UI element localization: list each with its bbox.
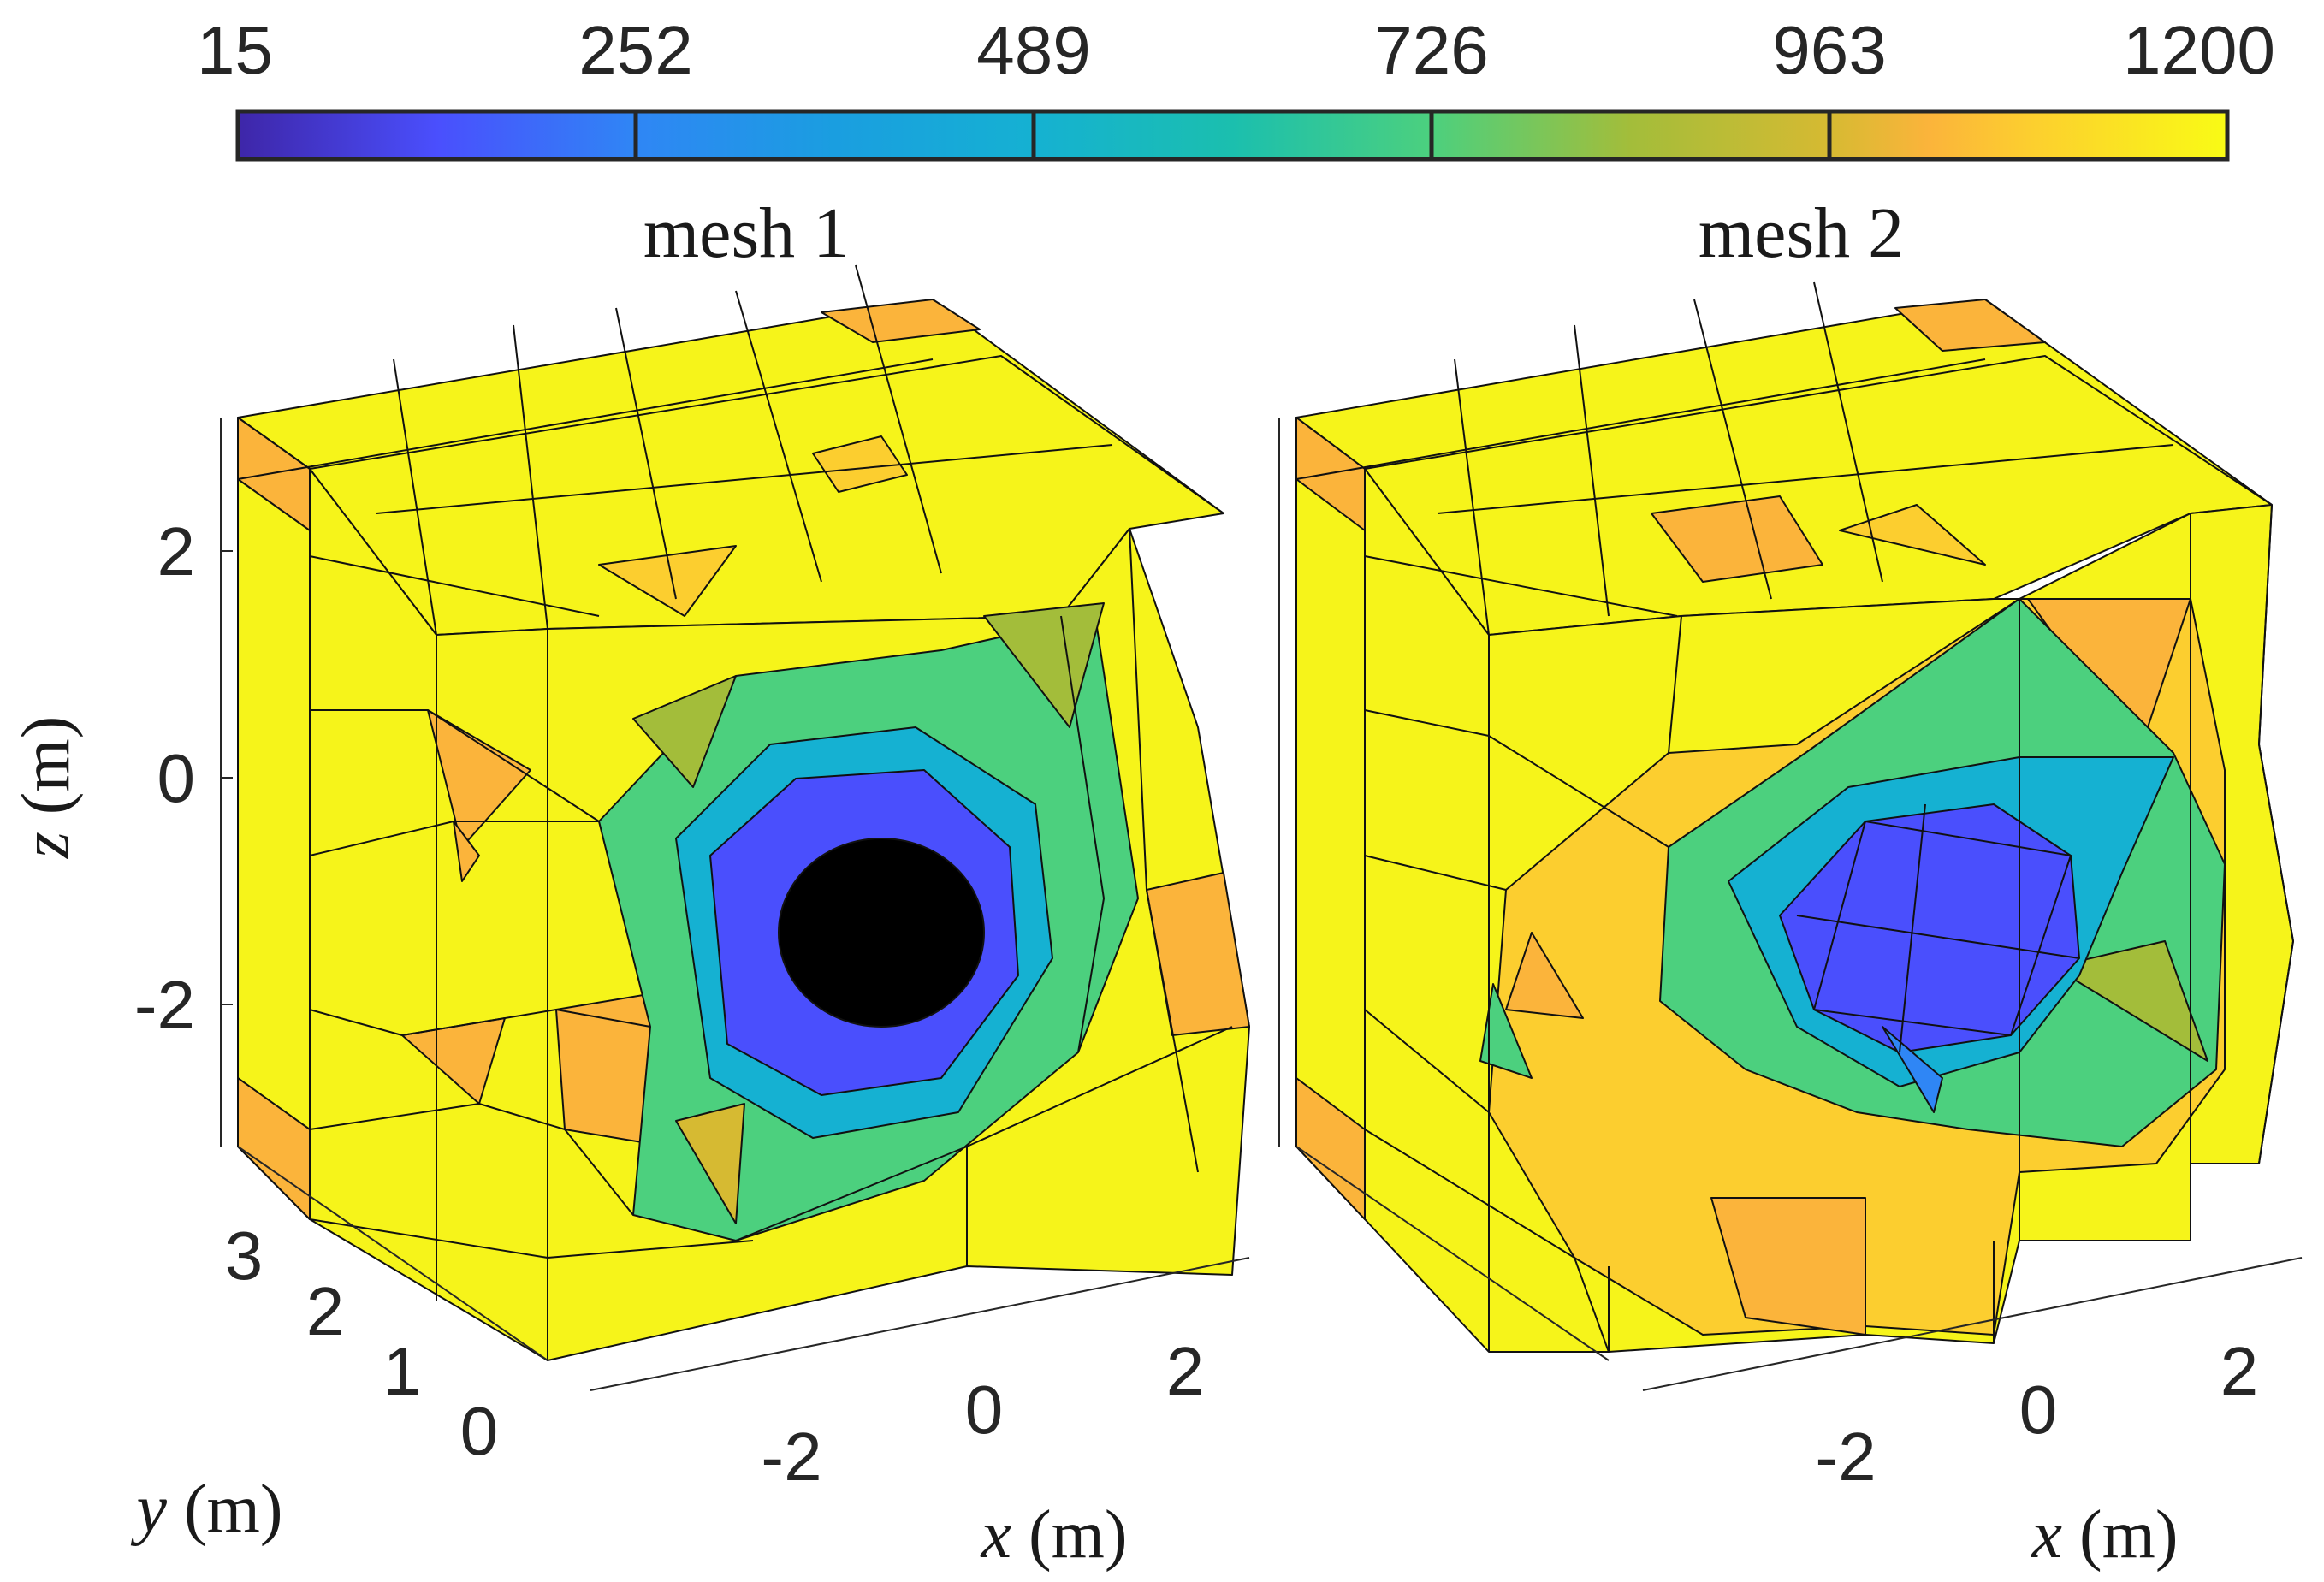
mesh-2-axes [1278, 418, 2303, 1391]
mesh-1-x-axis-line [590, 1257, 1250, 1391]
colorbar-tick-label: 489 [976, 12, 1090, 88]
mesh-1-zlabel: z(m) [9, 716, 84, 860]
mesh-1-top-patch [821, 299, 981, 343]
mesh-2-grid-lines [1295, 281, 2294, 1353]
mesh-1-surface [237, 264, 1250, 1361]
mesh-1-axes [220, 418, 1250, 1391]
y-tick-label: 1 [383, 1333, 422, 1409]
mesh-2-ring-patch [1505, 932, 1584, 1019]
mesh-1-front-patch [453, 821, 480, 882]
mesh-2-ring-blue-tab [1882, 1026, 1943, 1113]
mesh-1-top-patch [812, 435, 908, 493]
mesh-2-tick-labels: -2 0 2 [1815, 1333, 2258, 1495]
colorbar-gradient [235, 109, 2230, 162]
x-tick-label: 2 [1166, 1333, 1205, 1409]
z-tick-label: -2 [134, 967, 195, 1043]
mesh-1-xlabel: x (m) [980, 1497, 1127, 1573]
x-tick-label: -2 [761, 1419, 821, 1495]
mesh-2-top-patch [1651, 495, 1823, 583]
x-tick-label: -2 [1815, 1419, 1876, 1495]
y-tick-label: 2 [306, 1273, 345, 1349]
mesh-1-front-patch [427, 709, 531, 848]
colorbar-tick-label: 1200 [2123, 12, 2275, 88]
colorbar-ticks: 15 252 489 726 963 1200 [197, 12, 2275, 159]
x-tick-label: 2 [2220, 1333, 2259, 1409]
x-tick-label: 0 [2019, 1372, 2058, 1448]
mesh-2-top-patch [1839, 504, 1986, 566]
mesh-1-cavity [778, 838, 985, 1028]
colorbar-tick-label: 726 [1374, 12, 1488, 88]
y-tick-label: 3 [225, 1218, 264, 1294]
mesh-2-y-axis-line [1295, 1146, 1610, 1361]
y-tick-label: 0 [460, 1393, 499, 1469]
mesh-2-ring-patch [1479, 983, 1533, 1079]
mesh-2-top-patch [1894, 299, 2046, 352]
mesh-2-xlabel: x (m) [2031, 1497, 2178, 1573]
mesh-2-x-axis-line [1642, 1257, 2303, 1391]
z-tick-label: 2 [157, 513, 196, 590]
x-tick-label: 0 [965, 1372, 1004, 1448]
colorbar-tick-label: 15 [197, 12, 273, 88]
panel-mesh-1: mesh 1 [9, 193, 1250, 1573]
panel-title-mesh-2: mesh 2 [1699, 193, 1904, 273]
mesh-1-grid-lines [237, 264, 1233, 1360]
mesh-2-ring-patch [2053, 940, 2208, 1062]
mesh-1-ring-patch [675, 1103, 745, 1224]
z-tick-label: 0 [157, 740, 196, 816]
mesh-1-y-axis-line [237, 1146, 548, 1361]
panel-mesh-2: mesh 2 [1278, 193, 2303, 1573]
mesh-1-ylabel: y (m) [130, 1472, 282, 1547]
panel-title-mesh-1: mesh 1 [643, 193, 849, 273]
colorbar: 15 252 489 726 963 1200 [197, 12, 2275, 162]
colorbar-tick-label: 252 [578, 12, 692, 88]
mesh-1-ring-patch [632, 675, 737, 788]
colorbar-tick-label: 963 [1772, 12, 1886, 88]
mesh-2-surface [1295, 281, 2294, 1353]
